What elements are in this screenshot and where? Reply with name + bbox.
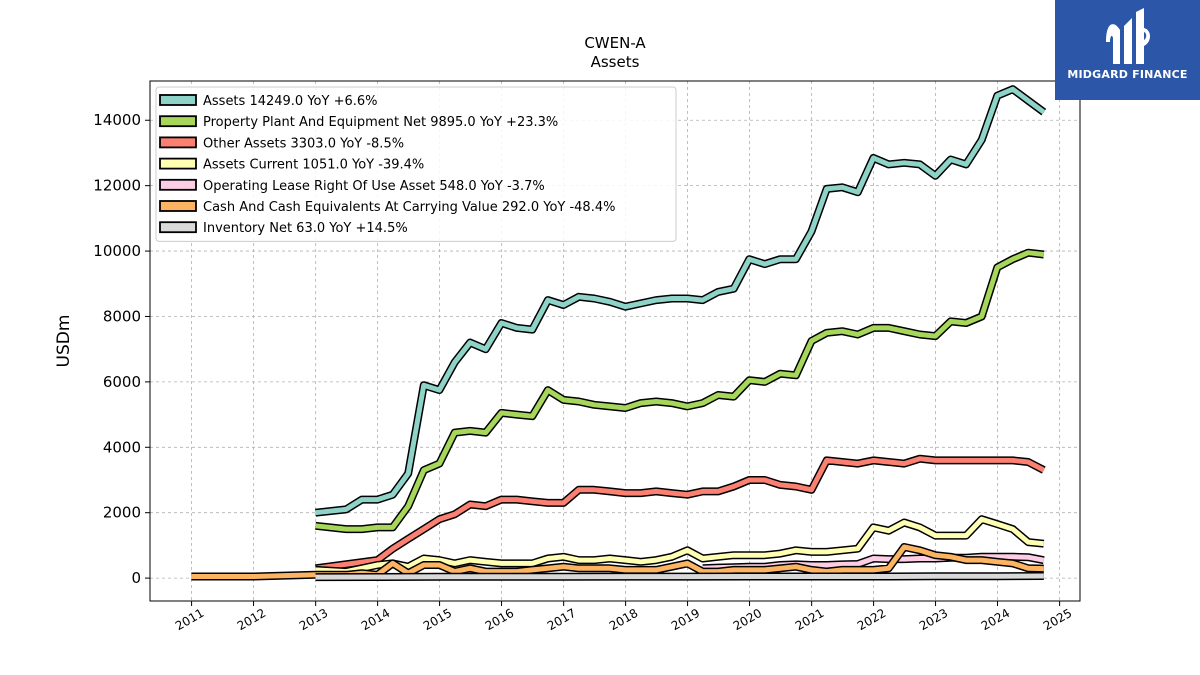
legend-swatch	[159, 136, 197, 149]
y-axis-ticks: 0 2000 4000 6000 8000 10000 12000 14000	[93, 111, 150, 587]
x-tick-label: 2019	[669, 606, 702, 633]
chart-legend: Assets 14249.0 YoY +6.6% Property Plant A…	[155, 86, 677, 242]
series-line-assets	[315, 86, 1046, 516]
legend-label: Cash And Cash Equivalents At Carrying Va…	[203, 200, 615, 215]
plot-frame	[149, 80, 1081, 602]
series-line-other-assets	[315, 456, 1045, 571]
legend-swatch	[159, 221, 197, 234]
x-tick-label: 2014	[359, 606, 392, 633]
chart-subtitle: Assets	[591, 53, 640, 71]
brand-name: MIDGARD FINANCE	[1067, 68, 1188, 81]
x-tick-label: 2018	[607, 606, 640, 633]
y-axis-label: USDm	[54, 315, 74, 368]
x-tick-label: 2017	[545, 606, 578, 633]
legend-label: Assets Current 1051.0 YoY -39.4%	[203, 158, 424, 173]
x-tick-label: 2016	[483, 606, 516, 633]
legend-label: Property Plant And Equipment Net 9895.0 …	[203, 115, 558, 130]
x-tick-label: 2025	[1041, 606, 1074, 633]
midgard-logo-icon	[1106, 8, 1150, 64]
legend-label: Operating Lease Right Of Use Asset 548.0…	[203, 179, 545, 194]
y-tick-label: 2000	[103, 504, 141, 522]
y-tick-label: 10000	[93, 242, 141, 260]
chart-title: CWEN-A	[584, 34, 646, 52]
x-tick-label: 2020	[731, 606, 764, 633]
legend-swatch	[159, 115, 197, 128]
y-tick-label: 4000	[103, 438, 141, 456]
x-tick-label: 2015	[421, 606, 454, 633]
legend-label: Inventory Net 63.0 YoY +14.5%	[203, 221, 408, 236]
x-tick-label: 2012	[235, 606, 268, 633]
legend-swatch	[159, 200, 197, 212]
y-tick-label: 14000	[93, 111, 141, 129]
legend-swatch	[159, 178, 197, 191]
series-line-cash-and-cash-equivalents-at-carrying-value	[191, 544, 1044, 579]
y-tick-label: 12000	[93, 177, 141, 195]
legend-swatch	[159, 94, 197, 106]
chart-series	[191, 85, 1047, 582]
brand-logo: MIDGARD FINANCE	[1055, 0, 1200, 100]
legend-swatch	[159, 157, 197, 170]
x-tick-label: 2022	[855, 606, 888, 633]
x-tick-label: 2013	[297, 606, 330, 633]
legend-label: Assets 14249.0 YoY +6.6%	[203, 94, 378, 109]
series-line-assets-current	[315, 516, 1045, 575]
y-tick-label: 6000	[103, 373, 141, 391]
y-tick-label: 0	[131, 569, 141, 587]
x-tick-label: 2021	[793, 606, 826, 633]
y-tick-label: 8000	[103, 307, 141, 325]
legend-box	[155, 86, 677, 242]
legend-label: Other Assets 3303.0 YoY -8.5%	[203, 136, 404, 151]
series-line-property-plant-and-equipment-net	[315, 250, 1045, 532]
x-tick-label: 2023	[917, 606, 950, 633]
series-line-inventory-net	[315, 573, 1044, 580]
x-tick-label: 2024	[979, 606, 1012, 633]
x-axis-ticks: 2011 2012 2013 2014 2015 2016 2017 2018 2019 2020…	[173, 601, 1074, 633]
x-tick-label: 2011	[173, 606, 206, 633]
